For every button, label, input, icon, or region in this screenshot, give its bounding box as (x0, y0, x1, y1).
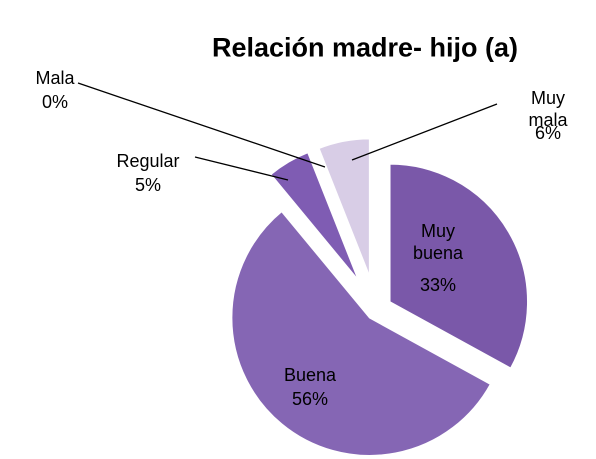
slice-label: Muy buena (412, 221, 464, 263)
slice-value: 6% (534, 123, 562, 143)
pie-slice (389, 163, 529, 370)
slice-label: Buena (283, 365, 337, 385)
slice-value: 5% (134, 175, 162, 195)
leader-line (194, 156, 289, 181)
leader-line (77, 82, 326, 168)
slice-label: Regular (116, 151, 180, 171)
chart-title: Relación madre- hijo (a) (211, 32, 519, 63)
slice-value: 33% (419, 275, 457, 295)
pie-slice (230, 210, 492, 457)
pie-slice (317, 137, 371, 277)
slice-label: Muy mala (528, 88, 568, 130)
leader-line (351, 103, 498, 161)
pie-slice (269, 151, 360, 282)
slice-label: Mala (35, 68, 75, 88)
pie-slice (309, 144, 362, 274)
slice-value: 56% (291, 389, 329, 409)
slice-value: 0% (41, 92, 69, 112)
